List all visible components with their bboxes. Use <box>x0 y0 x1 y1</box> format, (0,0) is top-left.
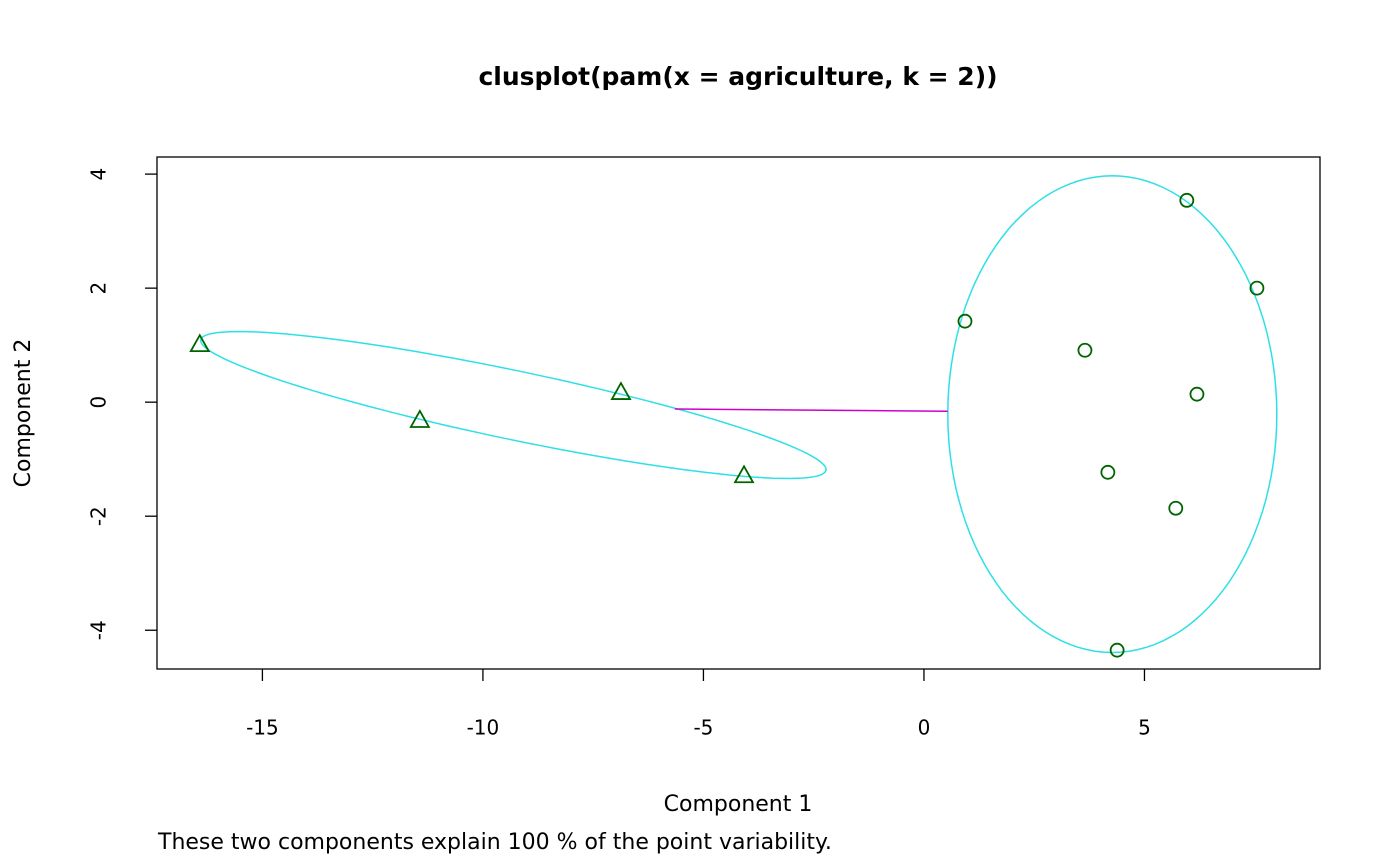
point-circle <box>1168 500 1184 516</box>
x-tick-label: -15 <box>246 716 279 740</box>
y-tick-label: 0 <box>87 396 111 409</box>
cluster-ellipse <box>199 330 827 480</box>
chart-title: clusplot(pam(x = agriculture, k = 2)) <box>478 62 997 91</box>
point-circle <box>1077 342 1093 358</box>
x-tick-label: -5 <box>693 716 713 740</box>
point-circle <box>1100 464 1116 480</box>
point-circle <box>957 313 973 329</box>
subtitle: These two components explain 100 % of th… <box>157 830 832 855</box>
y-axis-label: Component 2 <box>11 339 36 488</box>
y-tick-label: -2 <box>87 506 111 526</box>
plot-box <box>156 156 1321 670</box>
x-axis-label: Component 1 <box>664 792 813 817</box>
point-circle <box>1189 386 1205 402</box>
x-tick-label: -10 <box>467 716 500 740</box>
cluster-distance-line <box>674 408 948 413</box>
point-triangle <box>610 381 632 400</box>
point-circle <box>1179 192 1195 208</box>
point-triangle <box>409 409 431 428</box>
x-tick-label: 0 <box>918 716 931 740</box>
point-triangle <box>189 333 211 353</box>
y-tick-label: 4 <box>87 168 111 181</box>
y-tick-label: 2 <box>87 282 111 295</box>
y-tick-label: -4 <box>87 620 111 640</box>
point-circle <box>1249 280 1265 296</box>
x-tick-label: 5 <box>1138 716 1151 740</box>
point-circle <box>1109 642 1125 658</box>
point-triangle <box>733 464 755 484</box>
cluster-ellipse <box>947 175 1278 654</box>
